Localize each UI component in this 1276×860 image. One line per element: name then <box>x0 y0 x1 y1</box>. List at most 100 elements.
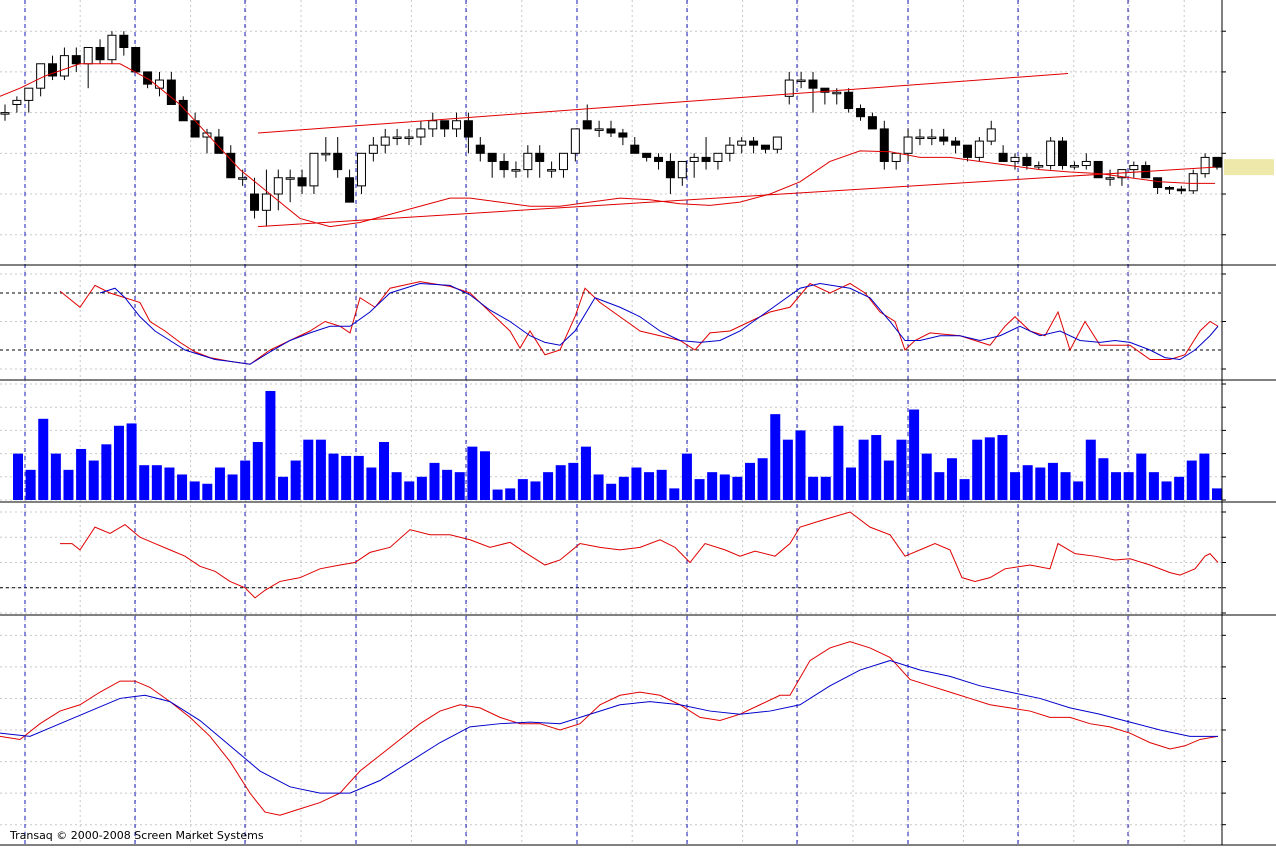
candle-body <box>808 79 818 89</box>
volume-bar <box>1010 472 1021 500</box>
volume-bar <box>1174 476 1185 500</box>
candle-body <box>760 144 770 150</box>
candle-body <box>71 55 81 65</box>
candle-body <box>1081 160 1091 167</box>
volume-bar <box>63 469 74 500</box>
candle-body <box>297 177 307 187</box>
volume-bar <box>845 467 856 500</box>
candle-body <box>12 99 22 105</box>
grid-layer <box>0 0 1222 845</box>
volume-bar <box>669 488 680 500</box>
volume-bar <box>303 439 314 500</box>
candle-body <box>238 177 248 180</box>
candle-body <box>523 152 533 171</box>
volume-bar <box>833 425 844 500</box>
volume-bar <box>795 430 806 500</box>
candle-body <box>939 136 949 142</box>
volume-bar <box>757 458 768 500</box>
volume-bar <box>164 467 175 500</box>
candle-body <box>356 152 366 187</box>
panel-content <box>0 31 1222 816</box>
candle-body <box>261 193 271 211</box>
candle-body <box>154 79 164 89</box>
candle-body <box>143 71 153 85</box>
candle-body <box>309 152 319 187</box>
candle-body <box>416 128 426 138</box>
volume-bar <box>631 467 642 500</box>
candle-body <box>1093 160 1103 179</box>
volume-bar <box>479 451 490 500</box>
candle-body <box>463 120 473 138</box>
volume-bar <box>909 409 920 500</box>
session-separators <box>24 0 1129 845</box>
volume-bar <box>315 439 326 500</box>
candle-body <box>1010 156 1020 162</box>
volume-bar <box>113 425 124 500</box>
volume-bar <box>416 476 427 500</box>
candle-body <box>202 132 212 138</box>
candle-body <box>214 136 224 154</box>
volume-bar <box>681 453 692 500</box>
rsi-red-line <box>60 511 1219 599</box>
candle-body <box>986 128 996 142</box>
candle-body <box>487 152 497 162</box>
volume-bar <box>618 476 629 500</box>
volume-bar <box>240 460 251 500</box>
candle-body <box>499 160 509 171</box>
candle-body <box>1034 165 1044 168</box>
candle-body <box>59 55 69 77</box>
candle-body <box>915 136 925 140</box>
candle-body <box>345 177 355 203</box>
volume-bar <box>202 483 213 500</box>
candle-body <box>1105 177 1115 180</box>
volume-bar <box>50 453 61 500</box>
volume-bar <box>1148 472 1159 500</box>
candle-body <box>749 140 759 146</box>
volume-bar <box>227 474 238 500</box>
volume-bar <box>214 467 225 500</box>
volume-bar <box>606 483 617 500</box>
candle-body <box>725 144 735 154</box>
candle-body <box>630 144 640 154</box>
volume-bar <box>38 418 49 500</box>
candle-body <box>582 120 592 130</box>
volume-bar <box>341 455 352 500</box>
volume-bar <box>896 439 907 500</box>
volume-bar <box>88 460 99 500</box>
candle-body <box>879 128 889 162</box>
volume-bar <box>454 472 465 500</box>
candle-body <box>903 136 913 154</box>
volume-bar <box>328 453 339 500</box>
candle-body <box>333 152 343 171</box>
volume-bar <box>644 472 655 500</box>
volume-bar <box>76 448 87 500</box>
volume-bar <box>177 474 188 500</box>
volume-bar <box>25 469 36 500</box>
candle-body <box>594 128 604 131</box>
candle-body <box>1058 140 1068 167</box>
macd-blue-line <box>0 660 1218 794</box>
candle-body <box>131 46 141 73</box>
volume-bar <box>946 458 957 500</box>
candle-body <box>1153 177 1163 189</box>
volume-bar <box>858 439 869 500</box>
candle-body <box>962 144 972 158</box>
candle-body <box>820 87 830 93</box>
volume-bar <box>467 446 478 500</box>
candle-body <box>36 63 46 89</box>
volume-bar <box>1186 460 1197 500</box>
volume-bar <box>379 442 390 500</box>
volume-bar <box>1199 453 1210 500</box>
candle-body <box>974 140 984 158</box>
candle-body <box>48 63 58 77</box>
volume-bar <box>921 453 932 500</box>
candle-body <box>535 152 545 162</box>
volume-bar <box>189 481 200 500</box>
candle-body <box>24 87 34 101</box>
candle-body <box>772 136 782 150</box>
candle-body <box>404 136 414 140</box>
volume-bar <box>1098 458 1109 500</box>
candle-body <box>226 152 236 179</box>
candle-body <box>83 46 93 65</box>
